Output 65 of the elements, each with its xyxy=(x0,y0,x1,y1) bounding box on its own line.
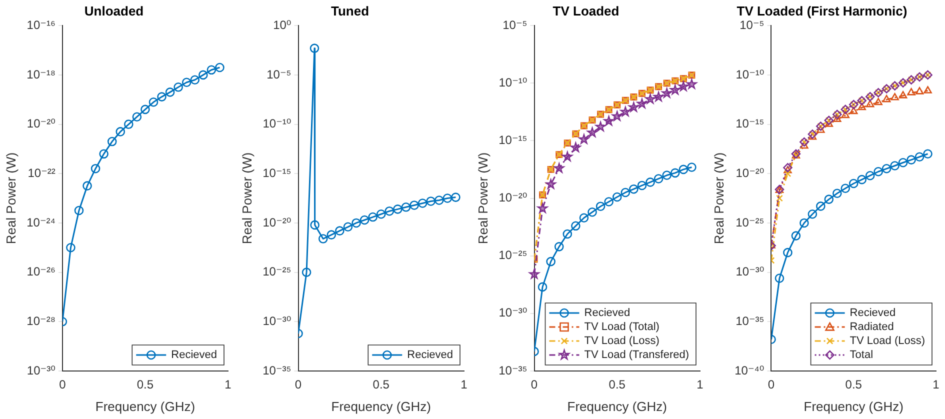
y-tick-label: 10⁻¹⁸ xyxy=(26,67,56,82)
y-tick-label: 10⁻²⁵ xyxy=(262,264,292,279)
y-tick-label: 10⁻³⁵ xyxy=(498,363,528,378)
x-tick-label: 0 xyxy=(530,378,538,392)
y-tick-label: 10⁻³⁰ xyxy=(262,314,292,328)
y-tick-label: 10⁻¹⁰ xyxy=(262,116,292,131)
x-tick-label: 0.5 xyxy=(136,378,154,392)
y-tick-label: 10⁻⁵ xyxy=(502,18,528,32)
chart-title: Unloaded xyxy=(84,3,144,18)
legend-label: TV Load (Transfered) xyxy=(584,349,690,362)
y-tick-label: 10⁻¹⁰ xyxy=(498,75,528,90)
y-tick-label: 10⁻¹⁶ xyxy=(26,18,56,32)
y-tick-label: 10⁻²⁸ xyxy=(26,314,56,328)
x-tick-label: 0 xyxy=(59,378,66,392)
y-tick-label: 10⁻¹⁰ xyxy=(736,67,764,82)
y-tick-label: 10⁻¹⁵ xyxy=(498,133,528,148)
y-tick-label: 10⁻²² xyxy=(28,166,56,180)
legend-label: Total xyxy=(850,349,874,362)
legend-label: TV Load (Loss) xyxy=(850,335,925,348)
y-tick-label: 10⁻²⁶ xyxy=(26,264,56,279)
y-axis-title: Real Power (W) xyxy=(239,152,254,244)
x-tick-label: 1 xyxy=(696,378,704,392)
y-axis-title: Real Power (W) xyxy=(475,152,490,244)
y-tick-label: 10⁻²⁴ xyxy=(26,215,56,230)
legend-label: Recieved xyxy=(171,349,217,362)
x-tick-label: 0.5 xyxy=(608,378,626,392)
y-tick-label: 10⁻¹⁵ xyxy=(262,166,292,180)
x-tick-label: 1 xyxy=(932,378,940,392)
x-tick-label: 1 xyxy=(224,378,232,392)
x-tick-label: 0 xyxy=(294,378,302,392)
legend-label: TV Load (Loss) xyxy=(584,335,660,348)
y-tick-label: 10⁻³⁵ xyxy=(736,314,764,328)
x-tick-label: 0.5 xyxy=(845,378,862,392)
x-tick-label: 1 xyxy=(460,378,468,392)
y-tick-label: 10⁻²⁰ xyxy=(498,190,528,205)
x-tick-label: 0 xyxy=(768,378,775,392)
legend-label: Recieved xyxy=(850,307,896,320)
legend-label: Recieved xyxy=(407,349,453,362)
y-tick-label: 10⁻²⁵ xyxy=(498,248,528,262)
x-axis-title: Frequency (GHz) xyxy=(804,398,904,414)
x-axis-title: Frequency (GHz) xyxy=(95,398,196,414)
legend-label: TV Load (Total) xyxy=(584,321,660,334)
y-tick-label: 10⁻²⁰ xyxy=(262,215,292,230)
y-tick-label: 10⁻³⁰ xyxy=(736,264,764,279)
y-axis-title: Real Power (W) xyxy=(711,152,726,244)
y-tick-label: 10⁻⁴⁰ xyxy=(734,363,764,378)
y-tick-label: 10⁻³⁰ xyxy=(26,363,56,378)
x-tick-label: 0.5 xyxy=(372,378,390,392)
chart-title: Tuned xyxy=(330,3,370,18)
x-axis-title: Frequency (GHz) xyxy=(567,398,667,414)
y-tick-label: 10⁻³⁵ xyxy=(262,363,292,378)
y-tick-label: 10⁻²⁵ xyxy=(736,215,764,230)
legend-label: Recieved xyxy=(584,307,630,320)
y-axis-title: Real Power (W) xyxy=(3,152,18,244)
chart-title: TV Loaded xyxy=(552,3,620,18)
chart-title: TV Loaded (First Harmonic) xyxy=(736,3,908,18)
y-tick-label: 10⁰ xyxy=(273,18,292,32)
y-tick-label: 10⁻²⁰ xyxy=(26,116,56,131)
y-tick-label: 10⁻⁵ xyxy=(266,67,292,82)
y-tick-label: 10⁻²⁰ xyxy=(736,166,764,180)
legend-label: Radiated xyxy=(850,321,894,334)
y-tick-label: 10⁻¹⁵ xyxy=(736,116,764,131)
y-tick-label: 10⁻⁵ xyxy=(740,18,764,32)
x-axis-title: Frequency (GHz) xyxy=(331,398,431,414)
y-tick-label: 10⁻³⁰ xyxy=(498,306,528,320)
